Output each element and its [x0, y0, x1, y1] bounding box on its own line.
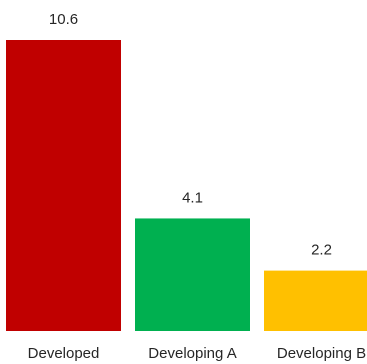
value-labels-group: 10.6 4.1 2.2 [49, 11, 332, 259]
bar-value-label: 4.1 [182, 189, 203, 206]
category-label: Developed [28, 345, 100, 362]
bar-value-label: 10.6 [49, 11, 78, 28]
category-label: Developing A [148, 345, 236, 362]
category-label: Developing B [277, 345, 366, 362]
bars-group [6, 40, 367, 331]
category-labels-group: Developed Developing A Developing B [28, 345, 366, 362]
bar-developed [6, 40, 121, 331]
bar-developing-a [135, 218, 250, 331]
bar-developing-b [264, 270, 367, 331]
bar-value-label: 2.2 [311, 242, 332, 259]
